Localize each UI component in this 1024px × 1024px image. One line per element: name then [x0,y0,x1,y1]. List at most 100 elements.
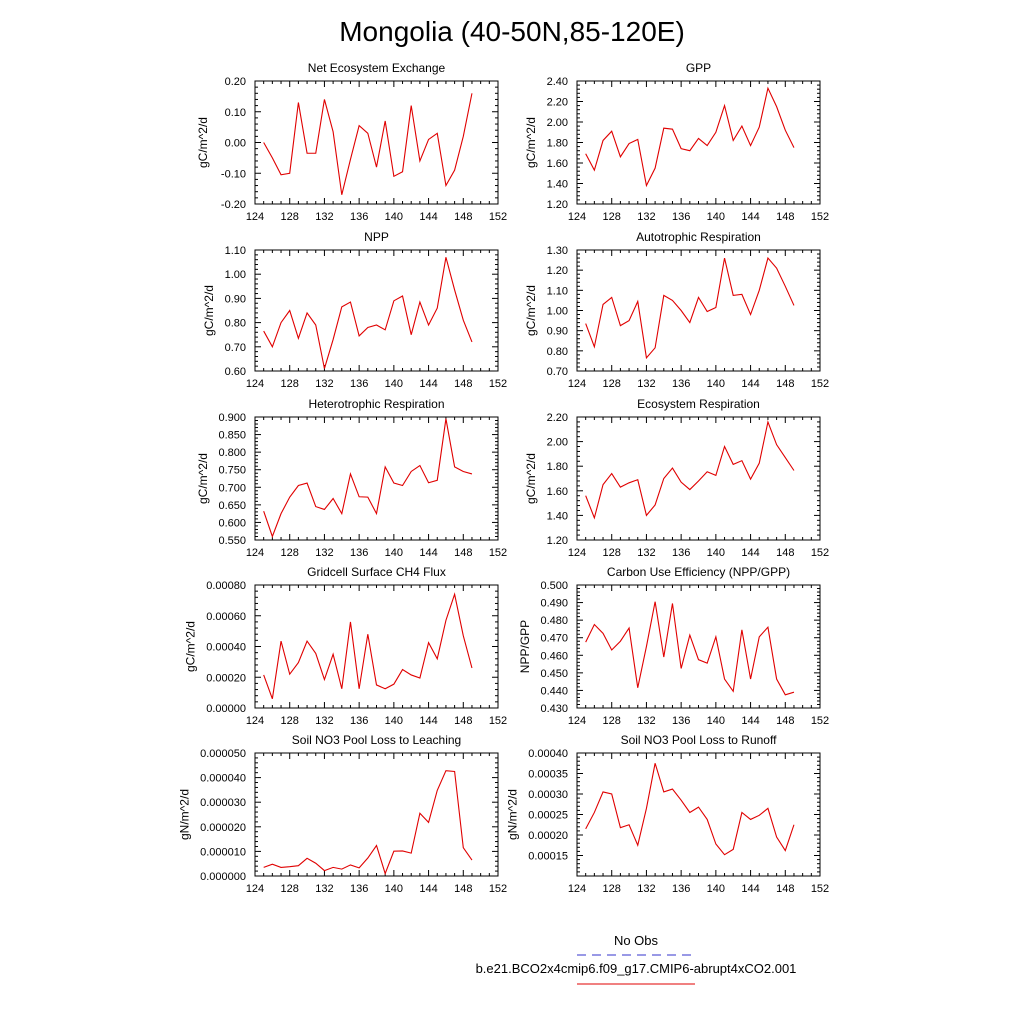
x-tick-label: 152 [489,547,507,559]
y-tick-label: 0.000010 [200,846,246,858]
y-tick-label: 0.480 [540,615,568,627]
x-tick-label: 124 [246,547,264,559]
y-tick-label: 0.650 [218,500,246,512]
x-tick-label: 124 [246,211,264,223]
x-tick-label: 152 [811,211,829,223]
y-tick-label: 0.00 [225,138,246,150]
y-tick-label: 1.80 [547,461,568,473]
x-tick-label: 148 [776,715,794,727]
plot-frame [576,249,821,372]
y-tick-label: 0.00020 [206,672,246,684]
x-tick-label: 144 [419,883,437,895]
y-tick-label: 0.000020 [200,822,246,834]
legend: No Obs b.e21.BCO2x4cmip6.f09_g17.CMIP6-a… [476,933,797,985]
y-tick-label: 1.30 [547,245,568,257]
x-tick-label: 128 [281,378,299,390]
y-tick-label: 0.000050 [200,748,246,760]
y-tick-label: -0.10 [221,168,246,180]
y-axis-label: NPP/GPP [518,620,532,673]
x-tick-label: 148 [454,715,472,727]
x-tick-label: 140 [385,547,403,559]
legend-label-no-obs: No Obs [614,933,659,948]
x-tick-label: 140 [385,883,403,895]
plot-frame [254,416,499,541]
y-tick-label: 0.10 [225,107,246,119]
x-tick-label: 144 [741,378,759,390]
y-tick-label: 0.80 [547,346,568,358]
panel-title: GPP [686,61,711,75]
legend-label-model-run: b.e21.BCO2x4cmip6.f09_g17.CMIP6-abrupt4x… [476,961,797,976]
x-tick-label: 124 [246,883,264,895]
x-tick-label: 144 [741,211,759,223]
y-tick-label: 0.500 [540,580,568,592]
panel-title: Soil NO3 Pool Loss to Runoff [621,733,778,747]
y-tick-label: 0.00040 [206,642,246,654]
x-tick-label: 140 [385,378,403,390]
y-tick-label: 0.700 [218,482,246,494]
x-tick-label: 128 [281,715,299,727]
x-tick-label: 124 [568,378,586,390]
x-tick-label: 140 [385,211,403,223]
x-tick-label: 136 [672,883,690,895]
x-tick-label: 136 [350,547,368,559]
x-tick-label: 124 [568,211,586,223]
y-axis-label: gC/m^2/d [184,621,198,672]
y-tick-label: 0.80 [225,318,246,330]
y-tick-label: 0.00060 [206,611,246,623]
x-tick-label: 136 [350,211,368,223]
y-tick-label: 0.460 [540,650,568,662]
y-tick-label: 0.440 [540,685,568,697]
plot-frame [254,249,499,372]
y-axis-label: gC/m^2/d [202,285,216,336]
y-tick-label: 1.40 [547,510,568,522]
series-line [263,418,473,539]
x-tick-label: 124 [246,715,264,727]
x-tick-label: 152 [489,883,507,895]
x-tick-label: 148 [776,547,794,559]
y-axis-label: gC/m^2/d [196,453,210,504]
x-tick-label: 148 [776,211,794,223]
plot-frame [254,584,499,709]
x-tick-label: 136 [672,378,690,390]
y-tick-label: 1.20 [547,199,568,211]
x-tick-label: 136 [350,715,368,727]
x-tick-label: 152 [811,378,829,390]
y-tick-label: 2.40 [547,76,568,88]
y-tick-label: 1.00 [225,269,246,281]
x-tick-label: 128 [603,378,621,390]
plot-frame [576,584,821,709]
x-tick-label: 148 [776,883,794,895]
x-tick-label: 128 [603,547,621,559]
panels: Net Ecosystem Exchange 124 128 132 136 140 144… [177,61,829,895]
y-tick-label: 0.00020 [528,830,568,842]
y-tick-label: 0.00040 [528,748,568,760]
x-tick-label: 132 [637,883,655,895]
panel-title: Ecosystem Respiration [637,397,760,411]
y-tick-label: 1.20 [547,265,568,277]
y-tick-label: -0.20 [221,199,246,211]
series-line [585,86,795,188]
y-axis-label: gN/m^2/d [177,789,191,840]
x-tick-label: 132 [637,547,655,559]
y-tick-label: 0.00080 [206,580,246,592]
y-tick-label: 0.000040 [200,773,246,785]
y-axis-label: gC/m^2/d [524,285,538,336]
y-tick-label: 0.000030 [200,797,246,809]
x-tick-label: 144 [741,547,759,559]
y-tick-label: 1.80 [547,138,568,150]
x-tick-label: 136 [350,378,368,390]
x-tick-label: 128 [281,547,299,559]
x-tick-label: 144 [741,883,759,895]
y-tick-label: 0.00015 [528,851,568,863]
y-axis-label: gC/m^2/d [524,453,538,504]
panel-1: GPP 124 128 132 136 140 144 148 152 1.20 1.40 1.60 1… [524,61,829,223]
x-tick-label: 128 [603,211,621,223]
panel-title: NPP [364,230,389,244]
x-tick-label: 136 [672,211,690,223]
x-tick-label: 148 [454,883,472,895]
y-tick-label: 1.60 [547,486,568,498]
plot-frame [254,752,499,877]
series-line [263,257,473,369]
y-tick-label: 0.00000 [206,703,246,715]
